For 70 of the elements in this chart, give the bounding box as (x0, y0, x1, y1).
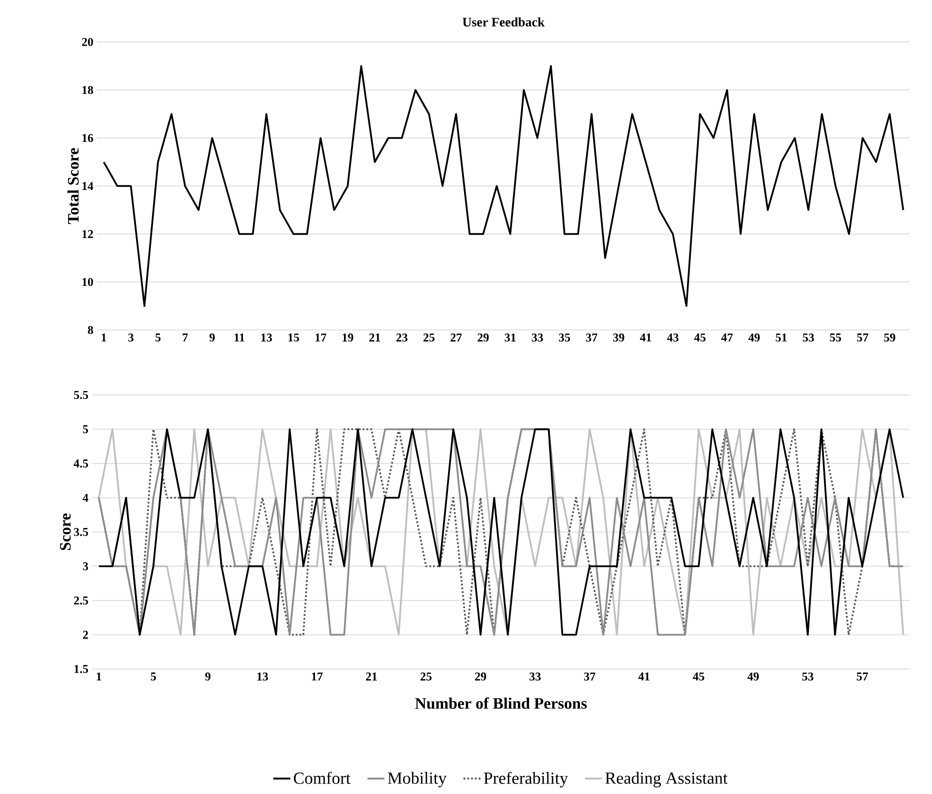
y-axis-title: Score (60, 514, 71, 550)
y-tick-label: 20 (82, 38, 94, 46)
x-tick-label: 51 (776, 334, 787, 342)
x-tick-label: 25 (424, 334, 435, 342)
x-tick-label: 45 (694, 334, 706, 342)
x-tick-label: 15 (288, 334, 300, 342)
y-tick-label: 12 (82, 230, 93, 238)
x-tick-label: 35 (558, 334, 570, 342)
x-tick-label: 13 (261, 334, 272, 342)
y-tick-label: 4.5 (74, 459, 88, 468)
x-tick-label: 3 (128, 334, 134, 342)
x-tick-label: 47 (721, 334, 733, 342)
legend-label: Comfort (294, 772, 350, 784)
x-tick-label: 37 (586, 334, 598, 342)
x-tick-label: 57 (856, 672, 868, 680)
legend-label: Reading Assistant (605, 772, 728, 788)
x-tick-label: 49 (747, 672, 759, 681)
x-tick-label: 11 (234, 334, 244, 342)
x-tick-label: 45 (692, 672, 704, 681)
x-tick-label: 9 (205, 672, 210, 681)
x-tick-label: 17 (312, 672, 323, 680)
y-tick-label: 10 (82, 278, 94, 286)
y-tick-label: 5.5 (74, 391, 88, 400)
x-tick-label: 25 (420, 672, 432, 681)
x-tick-label: 13 (257, 672, 268, 681)
legend-label: Mobility (388, 772, 447, 788)
y-axis-title: Total Score (67, 148, 79, 224)
y-tick-label: 3.5 (74, 528, 88, 536)
y-tick-label: 2.5 (74, 596, 88, 605)
x-tick-label: 17 (316, 334, 326, 342)
x-tick-label: 21 (369, 334, 380, 342)
chart-title: User Feedback (462, 17, 545, 26)
x-tick-label: 19 (342, 334, 354, 342)
x-tick-label: 21 (366, 672, 377, 680)
x-tick-label: 1 (96, 672, 102, 680)
x-tick-label: 5 (155, 334, 161, 342)
y-tick-label: 3 (82, 562, 88, 570)
x-tick-label: 43 (667, 334, 678, 342)
legend-label: Preferability (484, 772, 568, 788)
x-axis-title: Number of Blind Persons (415, 697, 587, 709)
y-tick-label: 16 (82, 134, 94, 142)
x-tick-label: 59 (884, 334, 896, 342)
x-tick-label: 5 (150, 672, 156, 680)
x-tick-label: 57 (857, 334, 868, 342)
y-tick-label: 2 (83, 630, 88, 639)
x-tick-label: 29 (475, 672, 486, 681)
x-tick-label: 39 (613, 334, 624, 342)
x-tick-label: 9 (210, 334, 215, 342)
x-tick-label: 1 (102, 334, 106, 342)
x-tick-label: 37 (584, 672, 596, 681)
y-tick-label: 4 (82, 494, 88, 502)
x-tick-label: 27 (450, 334, 462, 342)
x-tick-label: 23 (396, 334, 408, 342)
x-tick-label: 29 (478, 334, 489, 342)
x-tick-label: 33 (530, 672, 541, 681)
x-tick-label: 53 (802, 672, 814, 681)
y-tick-label: 18 (82, 86, 94, 94)
x-tick-label: 33 (532, 334, 543, 342)
line-series (102, 65, 904, 307)
x-tick-label: 55 (830, 334, 842, 342)
x-tick-label: 53 (802, 334, 814, 342)
y-tick-label: 5 (82, 425, 88, 434)
y-tick-label: 8 (88, 326, 94, 334)
y-tick-label: 14 (82, 182, 94, 190)
x-tick-label: 41 (638, 672, 650, 680)
x-tick-label: 49 (748, 334, 760, 342)
x-tick-label: 31 (504, 334, 516, 342)
x-tick-label: 41 (640, 334, 652, 342)
y-tick-label: 1.5 (74, 664, 88, 674)
x-tick-label: 7 (182, 334, 188, 342)
